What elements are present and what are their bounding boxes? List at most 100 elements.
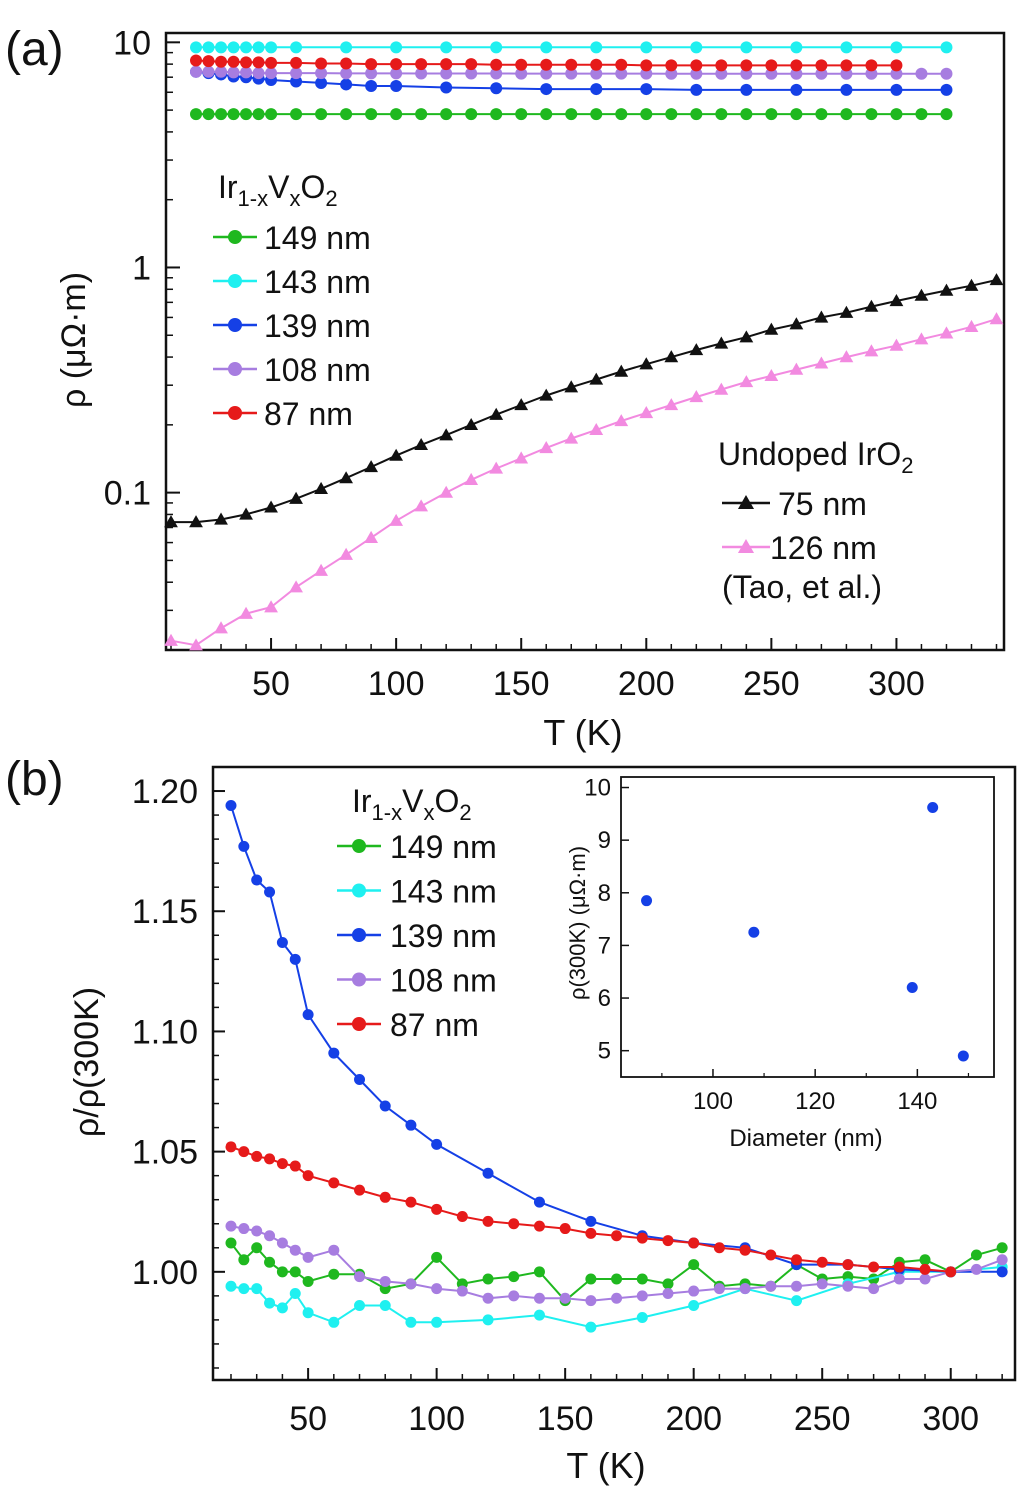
panel-a-data-point: [915, 67, 928, 80]
panel-b-data-point: [302, 1009, 314, 1021]
panel-a-data-point: [314, 563, 328, 576]
panel-a-data-point: [989, 273, 1004, 286]
panel-a-data-point: [265, 108, 278, 121]
legend-swatch-marker: [228, 318, 242, 332]
panel-b-legend-entry-label: 87 nm: [390, 1007, 479, 1043]
panel-a-data-point: [439, 485, 454, 498]
panel-a-data-point: [164, 515, 178, 528]
panel-a-data-point: [414, 437, 429, 451]
panel-b-label: (b): [5, 753, 64, 806]
panel-b-data-point: [354, 1299, 366, 1311]
panel-a-data-point: [964, 278, 979, 291]
panel-b-data-point: [816, 1278, 828, 1290]
panel-a-data-point: [664, 398, 679, 411]
legend-swatch-marker: [737, 494, 755, 510]
panel-b-legend-entry-label: 139 nm: [390, 918, 497, 954]
panel-a-series-143-nm: [190, 41, 953, 54]
panel-a-data-point: [790, 41, 803, 54]
panel-a-data-point: [440, 81, 453, 94]
panel-b-data-point: [585, 1227, 597, 1239]
panel-a-data-point: [189, 515, 203, 528]
inset-data-point: [906, 982, 918, 994]
panel-b-data-point: [585, 1273, 597, 1285]
panel-a-data-point: [565, 67, 578, 80]
panel-a-data-point: [227, 66, 240, 79]
panel-b-data-point: [405, 1196, 417, 1208]
inset-x-tick-label: 120: [795, 1088, 835, 1115]
panel-a-data-point: [490, 67, 503, 80]
panel-a-data-point: [940, 41, 953, 54]
panel-a-data-point: [765, 67, 778, 80]
legend-swatch-marker: [352, 883, 366, 898]
panel-a-data-point: [515, 108, 528, 121]
panel-b-data-point: [405, 1278, 417, 1290]
panel-a-data-point: [639, 357, 654, 370]
panel-a-data-point: [615, 67, 628, 80]
panel-b-data-point: [868, 1261, 880, 1273]
panel-a-x-tick-label: 150: [493, 665, 550, 703]
panel-a-data-point: [840, 67, 853, 80]
panel-a-data-point: [252, 56, 265, 69]
panel-b-data-point: [508, 1218, 520, 1230]
panel-a-data-point: [915, 108, 928, 121]
panel-a-data-point: [489, 407, 504, 420]
panel-a-data-point: [390, 108, 403, 121]
panel-a-data-point: [664, 350, 679, 363]
panel-b-data-point: [302, 1170, 314, 1182]
panel-a-data-point: [640, 108, 653, 121]
panel-a-data-point: [315, 108, 328, 121]
panel-a-data-point: [215, 41, 228, 54]
panel-b-data-point: [508, 1290, 520, 1302]
panel-b-data-point: [405, 1119, 417, 1131]
panel-a-data-point: [889, 294, 904, 307]
panel-b-data-point: [264, 1153, 276, 1165]
panel-b-data-point: [945, 1266, 957, 1278]
panel-a-data-point: [764, 368, 779, 382]
panel-b-data-point: [276, 1237, 288, 1249]
panel-a-data-point: [590, 58, 603, 71]
inset-x-tick-label: 100: [693, 1088, 733, 1115]
panel-b-y-tick-label: 1.20: [132, 773, 198, 811]
panel-b: (b) 50 100 150 200 250 300 1.00 1.05 1.10 1.15 1.2…: [5, 753, 1017, 1486]
panel-b-frame: [211, 765, 1017, 1382]
panel-a-data-point: [202, 55, 215, 68]
panel-a-series-line: [171, 279, 997, 524]
panel-b-data-point: [302, 1275, 314, 1287]
panel-a-data-point: [364, 530, 379, 543]
panel-a-legend-entry-label: 149 nm: [264, 220, 371, 256]
panel-a-data-point: [340, 57, 353, 70]
panel-a-x-tick-label: 300: [868, 665, 925, 703]
panel-b-data-point: [996, 1254, 1008, 1266]
panel-b-data-point: [662, 1278, 674, 1290]
panel-a-data-point: [490, 41, 503, 54]
panel-a-legend-title: Ir1-xVxO2: [218, 169, 338, 211]
panel-a-data-point: [614, 364, 629, 377]
panel-a-data-point: [252, 41, 265, 54]
panel-b-data-point: [225, 1280, 237, 1292]
panel-b-data-point: [739, 1283, 751, 1295]
panel-a-data-point: [840, 108, 853, 121]
panel-a-data-point: [415, 108, 428, 121]
panel-a-data-point: [640, 59, 653, 72]
panel-a-data-point: [890, 59, 903, 72]
panel-a-data-point: [440, 67, 453, 80]
panel-a-data-point: [414, 499, 429, 512]
panel-a-data-point: [839, 350, 854, 363]
panel-b-data-point: [791, 1280, 803, 1292]
panel-b-data-point: [276, 1158, 288, 1170]
panel-a-data-point: [315, 76, 328, 89]
panel-a-data-point: [265, 67, 278, 80]
panel-a-data-point: [789, 362, 804, 375]
panel-a-data-point: [689, 343, 704, 356]
legend-swatch-marker: [228, 362, 242, 376]
panel-a-data-point: [740, 108, 753, 121]
panel-b-data-point: [559, 1292, 571, 1304]
panel-a-data-point: [914, 332, 929, 345]
panel-b-data-point: [739, 1244, 751, 1256]
panel-a-y-axis-label: ρ (μΩ·m): [55, 272, 93, 408]
panel-a-data-point: [614, 414, 629, 427]
panel-a-series-line: [170, 318, 997, 647]
inset-x-axis-label: Diameter (nm): [729, 1125, 882, 1152]
panel-a-data-point: [865, 59, 878, 72]
